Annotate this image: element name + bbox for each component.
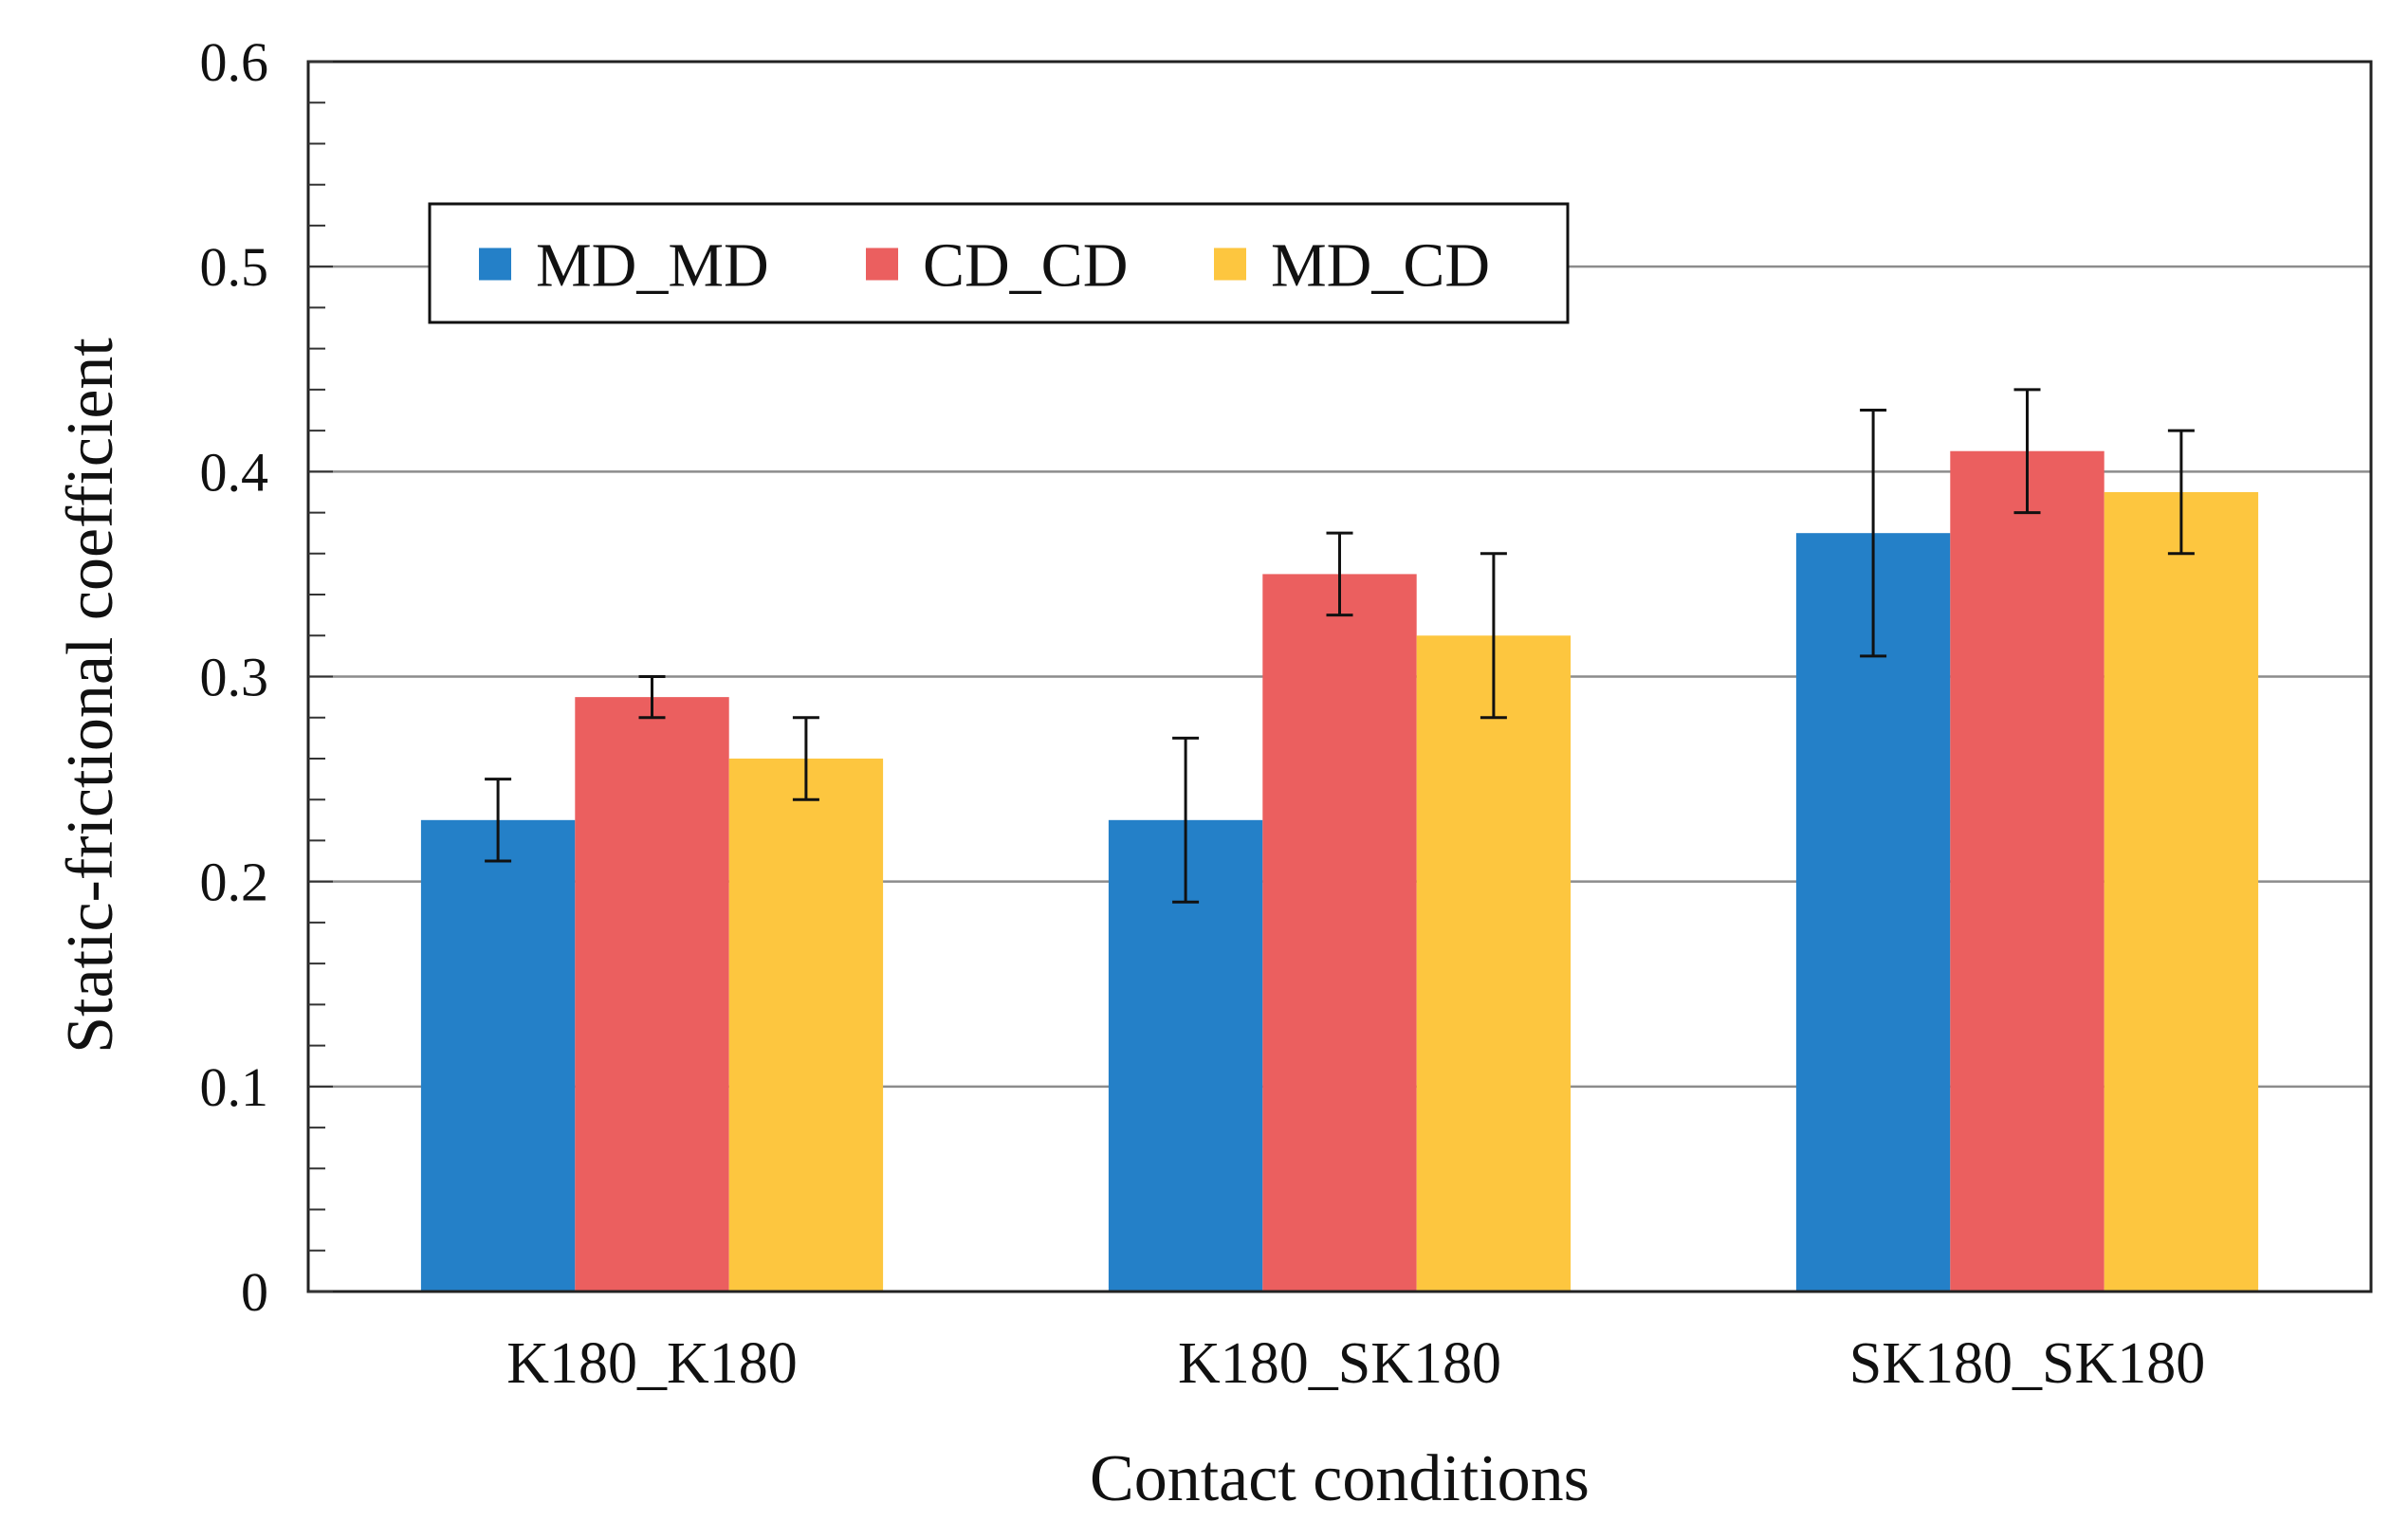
bar-md-cd-sk180-sk180 xyxy=(2104,491,2259,1292)
legend-label: MD_CD xyxy=(1271,231,1490,301)
legend-swatch xyxy=(479,247,511,281)
legend-label: CD_CD xyxy=(923,231,1128,301)
error-bar xyxy=(638,675,666,720)
y-tick-label: 0.1 xyxy=(200,1056,269,1118)
y-tick-label: 0.4 xyxy=(200,441,269,503)
x-category-label: SK180_SK180 xyxy=(1849,1331,2206,1396)
error-bar xyxy=(1172,736,1200,904)
x-category-label: K180_SK180 xyxy=(1178,1331,1501,1396)
y-axis-title: Static-frictional coefficient xyxy=(54,338,127,1054)
bar-md-cd-k180-sk180 xyxy=(1416,635,1572,1292)
error-bars xyxy=(485,388,2195,904)
bar-cd-cd-sk180-sk180 xyxy=(1950,450,2105,1292)
legend-label: MD_MD xyxy=(536,231,769,301)
error-bar xyxy=(485,778,512,863)
y-tick-label: 0.6 xyxy=(200,31,269,93)
bar-cd-cd-k180-sk180 xyxy=(1262,574,1417,1292)
y-tick-label: 0 xyxy=(241,1261,268,1323)
bar-md-cd-k180-k180 xyxy=(728,758,884,1292)
bars xyxy=(420,450,2259,1292)
bar-md-md-k180-k180 xyxy=(420,819,576,1292)
legend-swatch xyxy=(866,247,898,281)
bar-cd-cd-k180-k180 xyxy=(575,697,729,1292)
error-bar xyxy=(1326,531,1353,617)
legend: MD_MD CD_CD MD_CD xyxy=(428,202,1570,324)
error-bar xyxy=(1480,552,1507,720)
error-bar xyxy=(2167,429,2195,556)
legend-swatch xyxy=(1214,247,1246,281)
error-bar xyxy=(792,716,819,801)
y-tick-label: 0.3 xyxy=(200,647,269,708)
error-bar xyxy=(1860,408,1887,658)
y-axis-ticks: 0 0.1 0.2 0.3 0.4 0.5 0.6 xyxy=(200,31,333,1323)
x-axis-title: Contact conditions xyxy=(1090,1442,1590,1515)
bar-md-md-sk180-sk180 xyxy=(1795,533,1951,1292)
x-axis-labels: K180_K180 K180_SK180 SK180_SK180 xyxy=(506,1331,2205,1396)
x-category-label: K180_K180 xyxy=(506,1331,798,1396)
error-bar xyxy=(2013,388,2041,515)
y-tick-label: 0.2 xyxy=(200,852,269,913)
legend-box xyxy=(428,202,1570,324)
y-tick-label: 0.5 xyxy=(200,236,269,298)
